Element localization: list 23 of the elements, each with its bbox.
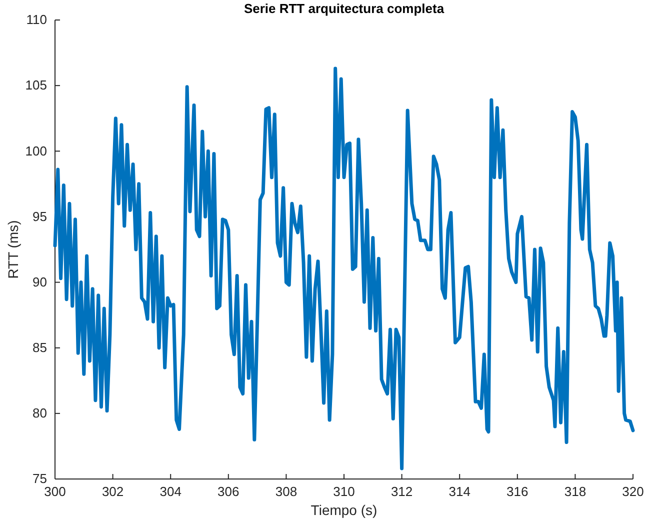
x-tick-label: 314 — [448, 484, 470, 500]
y-tick-label: 90 — [32, 274, 47, 290]
y-tick-label: 85 — [32, 340, 47, 356]
y-tick-label: 95 — [32, 208, 47, 224]
x-tick-label: 316 — [506, 484, 528, 500]
y-tick-label: 75 — [32, 471, 47, 486]
x-tick-label: 306 — [218, 484, 240, 500]
chart-title: Serie RTT arquitectura completa — [244, 1, 445, 16]
x-tick-label: 300 — [44, 484, 66, 500]
x-tick-label: 318 — [564, 484, 586, 500]
y-tick-label: 105 — [25, 78, 47, 93]
x-tick-label: 312 — [390, 484, 413, 500]
x-tick-label: 302 — [102, 484, 124, 500]
x-tick-label: 310 — [333, 484, 355, 500]
y-tick-label: 100 — [25, 143, 47, 158]
x-tick-label: 304 — [160, 484, 182, 500]
x-tick-label: 320 — [622, 484, 644, 500]
y-tick-label: 80 — [32, 406, 47, 421]
x-axis-title: Tiempo (s) — [310, 502, 378, 518]
y-tick-label: 110 — [26, 12, 47, 28]
line-series — [53, 66, 635, 470]
y-axis-title: RTT (ms) — [5, 220, 21, 279]
x-tick-label: 308 — [275, 484, 298, 500]
